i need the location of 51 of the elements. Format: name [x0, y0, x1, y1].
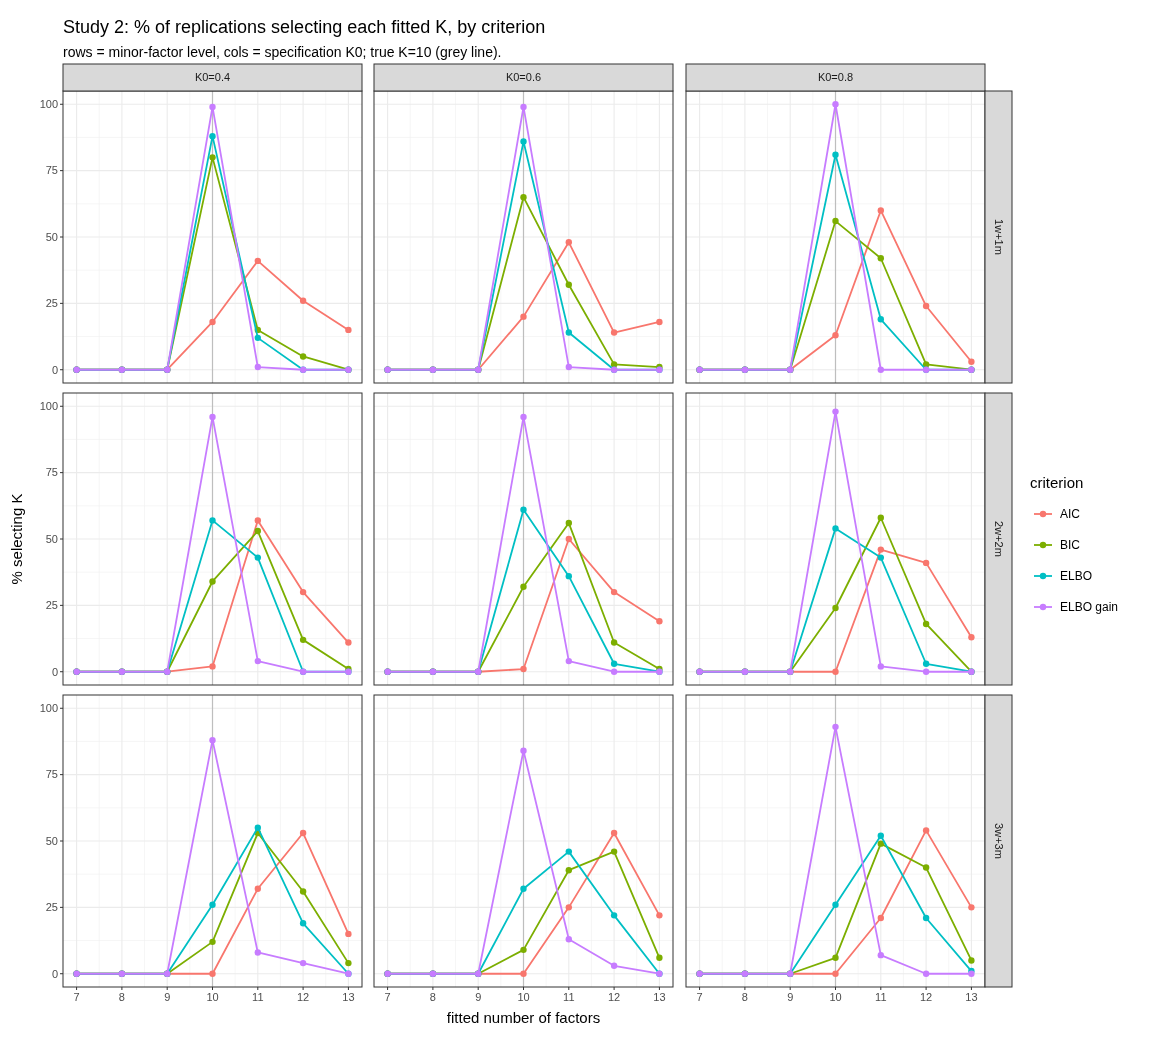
y-tick-label: 0 [51, 967, 58, 980]
facet-strip: K0=0.6 [373, 63, 674, 92]
y-tick-label: 100 [39, 98, 58, 111]
y-tick-label: 50 [45, 532, 58, 545]
chart-title: Study 2: % of replications selecting each fitted K, by criterion [63, 17, 546, 37]
x-tick-label: 13 [342, 991, 355, 1003]
y-tick-label: 100 [39, 702, 58, 715]
y-axis-title: % selecting K [8, 493, 25, 585]
y-tick-label: 0 [51, 665, 58, 678]
x-tick-label: 12 [607, 991, 621, 1003]
y-tick-label: 25 [45, 599, 58, 612]
x-tick-label: 11 [252, 991, 264, 1003]
facet-strip: 1w+1m [984, 90, 1013, 384]
x-tick-label: 8 [429, 991, 436, 1003]
x-tick-label: 8 [118, 991, 125, 1003]
x-tick-label: 7 [696, 991, 703, 1003]
y-tick-label: 50 [45, 230, 58, 243]
x-tick-label: 10 [829, 991, 842, 1003]
x-tick-label: 9 [475, 991, 482, 1003]
y-tick-label: 100 [39, 400, 58, 413]
legend-label: ELBO [1060, 569, 1093, 584]
legend-label: ELBO gain [1060, 600, 1119, 615]
legend-title: criterion [1030, 474, 1084, 491]
x-tick-label: 12 [296, 991, 310, 1003]
x-tick-label: 9 [164, 991, 171, 1003]
x-tick-label: 10 [517, 991, 530, 1003]
legend-label: AIC [1060, 507, 1081, 522]
legend-label: BIC [1060, 538, 1081, 553]
x-tick-label: 7 [384, 991, 391, 1003]
y-tick-label: 0 [51, 363, 58, 376]
facet-strip: 3w+3m [984, 694, 1013, 988]
x-tick-label: 8 [741, 991, 748, 1003]
x-tick-label: 13 [965, 991, 978, 1003]
y-tick-label: 75 [45, 768, 58, 781]
y-tick-label: 75 [45, 164, 58, 177]
facet-strip: K0=0.4 [62, 63, 363, 92]
facet-strip: 2w+2m [984, 392, 1013, 686]
x-tick-label: 13 [653, 991, 666, 1003]
y-tick-label: 25 [45, 297, 58, 310]
y-tick-label: 75 [45, 466, 58, 479]
x-tick-label: 11 [875, 991, 887, 1003]
x-tick-label: 10 [206, 991, 219, 1003]
x-tick-label: 7 [73, 991, 80, 1003]
x-tick-label: 11 [563, 991, 575, 1003]
x-axis-title: fitted number of factors [446, 1009, 601, 1026]
y-tick-label: 50 [45, 834, 58, 847]
x-tick-label: 12 [919, 991, 933, 1003]
facet-strip: K0=0.8 [685, 63, 986, 92]
chart-subtitle: rows = minor-factor level, cols = specification K0; true K=10 (grey line). [63, 44, 502, 60]
x-tick-label: 9 [787, 991, 794, 1003]
y-tick-label: 25 [45, 901, 58, 914]
